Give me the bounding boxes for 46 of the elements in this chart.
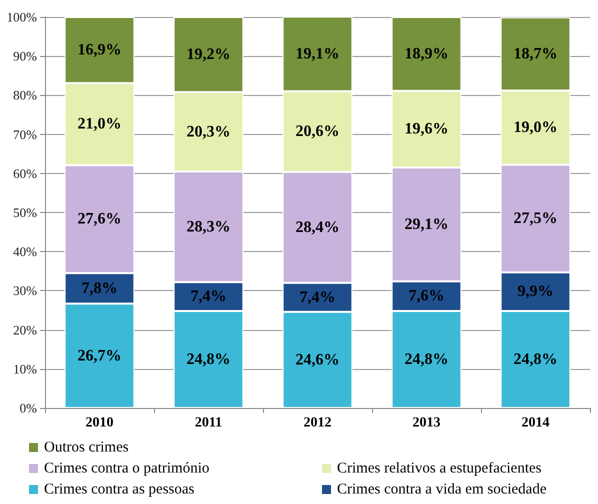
data-label: 9,9% bbox=[518, 283, 554, 300]
data-label: 28,3% bbox=[186, 218, 230, 236]
data-label: 26,7% bbox=[78, 347, 122, 364]
y-tick-label: 90% bbox=[13, 48, 38, 64]
y-tick-label: 0% bbox=[20, 400, 38, 416]
data-label: 19,2% bbox=[186, 46, 230, 64]
legend-label: Outros crimes bbox=[44, 440, 129, 456]
data-label: 27,6% bbox=[78, 210, 122, 228]
legend-label: Crimes contra a vida em sociedade bbox=[337, 482, 547, 498]
legend-label: Crimes contra o património bbox=[44, 460, 210, 476]
data-label: 24,8% bbox=[514, 351, 558, 368]
data-label: 24,8% bbox=[404, 351, 448, 368]
data-label: 7,8% bbox=[82, 280, 118, 297]
data-label: 7,4% bbox=[190, 288, 226, 306]
y-tick-label: 40% bbox=[13, 244, 38, 260]
data-label: 7,6% bbox=[408, 288, 444, 305]
data-label: 20,3% bbox=[186, 123, 230, 140]
x-tick-label: 2010 bbox=[86, 416, 114, 430]
y-tick-label: 20% bbox=[13, 322, 38, 338]
x-tick-label: 2013 bbox=[412, 416, 440, 430]
data-label: 24,8% bbox=[186, 351, 230, 368]
data-label: 24,6% bbox=[296, 351, 340, 368]
y-tick-label: 10% bbox=[13, 361, 38, 376]
data-label: 20,6% bbox=[296, 123, 340, 140]
legend-label: Crimes relativos a estupefacientes bbox=[337, 460, 542, 476]
data-label: 28,4% bbox=[296, 218, 340, 236]
data-label: 19,6% bbox=[404, 120, 448, 138]
data-label: 27,5% bbox=[514, 210, 558, 228]
legend-label: Crimes contra as pessoas bbox=[44, 482, 195, 498]
y-tick-label: 70% bbox=[13, 126, 38, 142]
x-tick-label: 2012 bbox=[304, 416, 332, 430]
data-label: 21,0% bbox=[78, 116, 122, 133]
x-tick-label: 2011 bbox=[194, 416, 222, 430]
x-tick-label: 2014 bbox=[522, 416, 550, 430]
y-tick-label: 80% bbox=[13, 88, 38, 103]
y-tick-label: 100% bbox=[6, 10, 38, 24]
data-label: 7,4% bbox=[300, 288, 336, 306]
data-label: 29,1% bbox=[404, 216, 448, 233]
data-label: 16,9% bbox=[78, 42, 122, 59]
y-tick-label: 50% bbox=[13, 205, 38, 220]
data-label: 18,7% bbox=[514, 45, 558, 62]
data-label: 19,0% bbox=[514, 119, 558, 136]
data-label: 18,9% bbox=[404, 45, 448, 62]
data-label: 19,1% bbox=[296, 45, 340, 62]
y-tick-label: 60% bbox=[13, 166, 38, 181]
y-tick-label: 30% bbox=[13, 283, 38, 298]
